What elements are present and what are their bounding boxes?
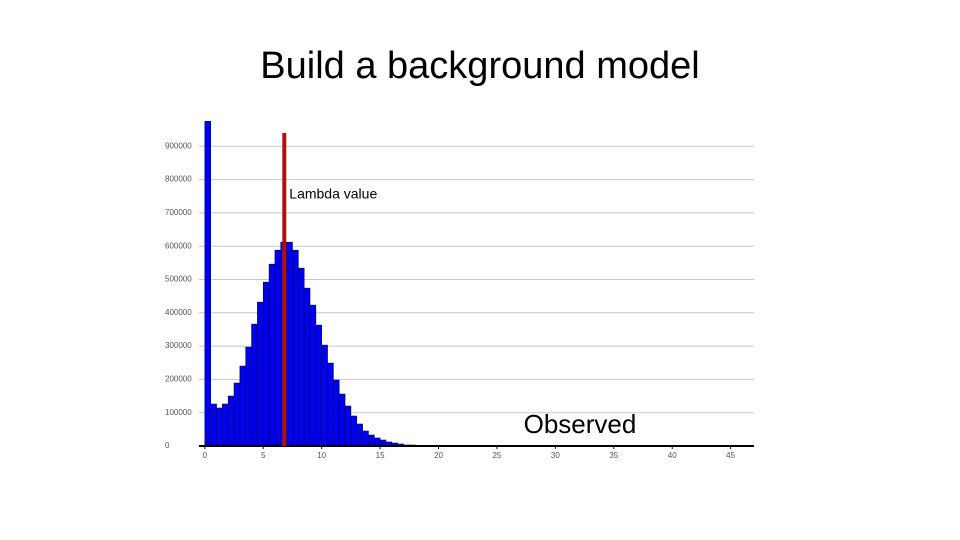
y-tick-label: 200000	[165, 375, 192, 384]
y-tick-label: 600000	[165, 241, 192, 250]
bar	[373, 437, 381, 447]
y-tick-label: 500000	[165, 275, 192, 284]
bar	[333, 379, 340, 447]
bar	[315, 324, 322, 447]
bar	[257, 301, 264, 447]
bar	[338, 393, 346, 447]
bar	[309, 304, 317, 447]
bar	[268, 263, 276, 447]
bar	[274, 249, 282, 447]
bar	[245, 346, 252, 447]
x-tick-label: 0	[203, 451, 208, 460]
bar	[216, 407, 223, 447]
x-tick-label: 25	[492, 451, 501, 460]
bar	[350, 415, 358, 447]
bar	[233, 382, 241, 447]
x-tick-label: 10	[317, 451, 326, 460]
y-tick-label: 700000	[165, 208, 192, 217]
x-tick-label: 40	[668, 451, 677, 460]
y-tick-label: 800000	[165, 175, 192, 184]
x-tick-label: 35	[609, 451, 618, 460]
bar	[327, 362, 334, 447]
x-tick-label: 20	[434, 451, 443, 460]
bar	[286, 241, 293, 447]
bar	[298, 267, 305, 447]
y-tick-label: 0	[165, 441, 170, 450]
bar	[227, 395, 235, 447]
x-tick-label: 30	[551, 451, 560, 460]
x-axis-label: Observed	[524, 409, 637, 439]
y-tick-label: 100000	[165, 408, 192, 417]
slide-title: Build a background model	[260, 45, 699, 87]
bar	[344, 405, 352, 447]
bar	[356, 423, 363, 447]
bar	[222, 403, 229, 447]
bar	[292, 249, 299, 447]
x-tick-label: 5	[261, 451, 266, 460]
annotation: Lambda value	[289, 186, 377, 202]
bar	[262, 281, 270, 447]
bar	[239, 365, 247, 447]
bar	[204, 121, 211, 447]
bar	[321, 344, 328, 447]
y-tick-label: 300000	[165, 341, 192, 350]
x-tick-label: 15	[376, 451, 385, 460]
y-tick-label: 400000	[165, 308, 192, 317]
y-tick-label: 900000	[165, 141, 192, 150]
bar	[251, 323, 258, 447]
bar	[210, 403, 217, 447]
bar	[362, 430, 369, 447]
x-tick-label: 45	[726, 451, 735, 460]
bar	[303, 287, 311, 447]
bar	[368, 434, 375, 447]
